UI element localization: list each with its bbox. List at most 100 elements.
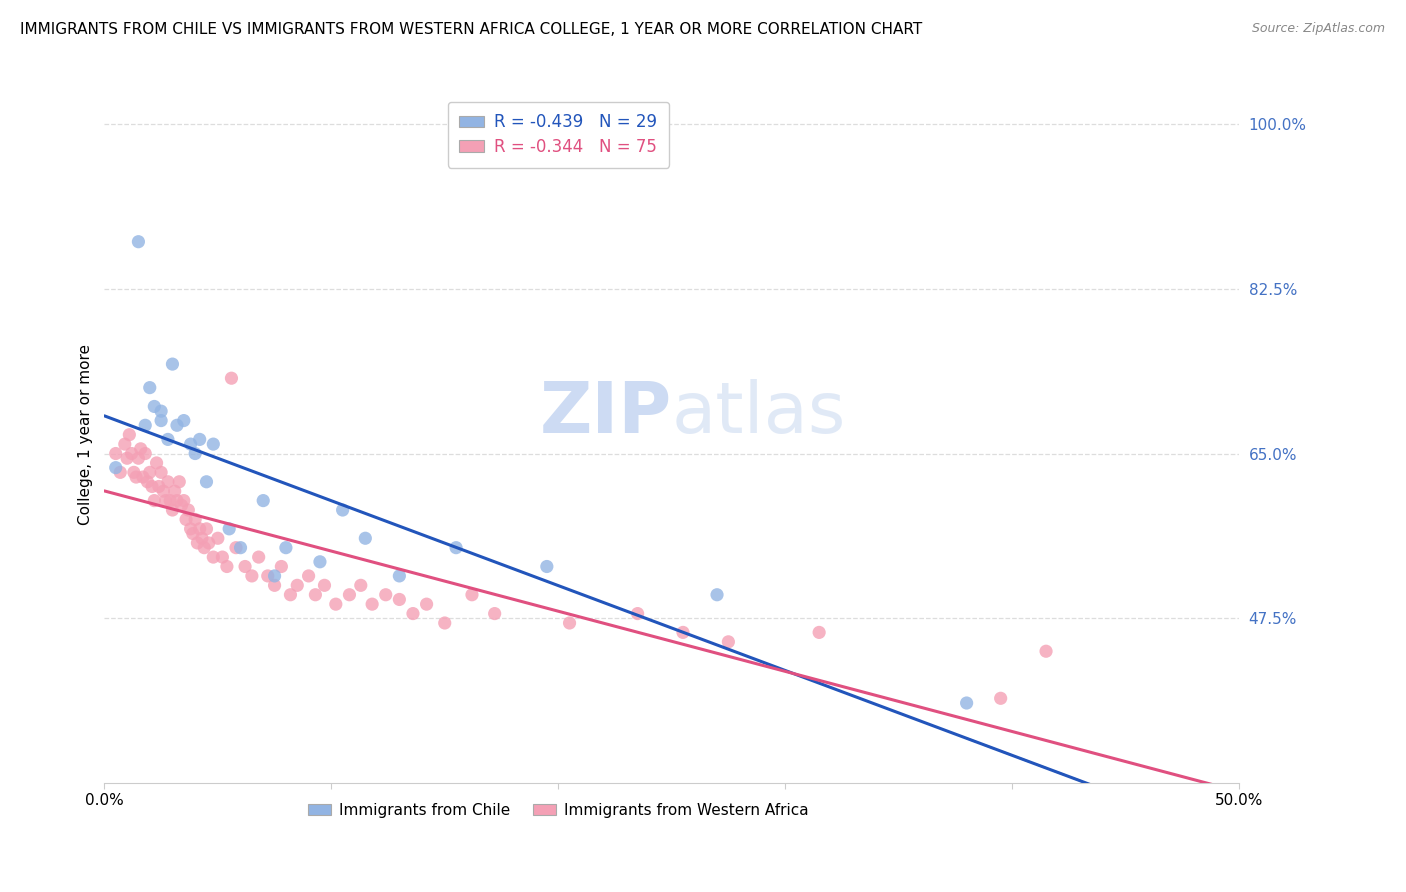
Point [162,503,184,517]
Point [256,569,278,583]
Point [145,456,167,470]
Point [188,433,211,447]
Point [118,427,141,442]
Point [263,569,285,583]
Point [402,607,425,621]
Point [104,446,127,460]
Point [202,550,225,565]
Point [191,531,214,545]
Point [139,466,162,480]
Point [218,522,240,536]
Point [127,451,149,466]
Point [354,531,377,545]
Point [150,404,173,418]
Point [221,371,243,385]
Point [162,357,184,371]
Point [626,607,648,621]
Point [484,607,506,621]
Point [166,418,188,433]
Point [121,446,143,460]
Point [180,522,202,536]
Point [706,588,728,602]
Point [808,625,831,640]
Point [202,437,225,451]
Point [332,503,354,517]
Point [193,541,215,555]
Point [309,555,332,569]
Point [167,475,190,489]
Point [233,559,256,574]
Point [211,550,233,565]
Point [361,597,384,611]
Point [325,597,347,611]
Point [150,466,173,480]
Point [195,522,218,536]
Point [173,493,195,508]
Point [104,460,127,475]
Point [143,400,166,414]
Point [433,615,456,630]
Point [374,588,396,602]
Point [150,414,173,428]
Point [134,446,156,460]
Point [215,559,238,574]
Point [184,512,207,526]
Point [134,418,156,433]
Point [297,569,319,583]
Point [166,493,188,508]
Point [110,466,132,480]
Point [461,588,484,602]
Point [247,550,270,565]
Point [152,484,174,499]
Point [186,536,208,550]
Point [141,479,163,493]
Point [388,569,411,583]
Point [270,559,292,574]
Point [143,493,166,508]
Point [280,588,302,602]
Text: ZIP: ZIP [540,379,672,449]
Point [197,536,219,550]
Point [207,531,229,545]
Point [225,541,247,555]
Point [127,235,149,249]
Y-axis label: College, 1 year or more: College, 1 year or more [79,344,93,525]
Point [252,493,274,508]
Point [170,498,193,512]
Point [285,578,308,592]
Point [114,437,136,451]
Point [156,475,179,489]
Point [229,541,252,555]
Legend: Immigrants from Chile, Immigrants from Western Africa: Immigrants from Chile, Immigrants from W… [302,797,814,824]
Point [115,451,138,466]
Point [672,625,695,640]
Text: IMMIGRANTS FROM CHILE VS IMMIGRANTS FROM WESTERN AFRICA COLLEGE, 1 YEAR OR MORE : IMMIGRANTS FROM CHILE VS IMMIGRANTS FROM… [20,22,922,37]
Point [155,493,177,508]
Point [156,433,179,447]
Point [388,592,411,607]
Point [136,475,159,489]
Point [1035,644,1057,658]
Point [956,696,979,710]
Point [174,512,197,526]
Point [181,526,204,541]
Point [184,446,207,460]
Point [148,479,170,493]
Point [314,578,336,592]
Point [990,691,1012,706]
Point [444,541,467,555]
Point [304,588,326,602]
Point [195,475,218,489]
Point [177,503,200,517]
Point [558,615,581,630]
Text: atlas: atlas [672,379,846,449]
Point [122,466,145,480]
Point [415,597,437,611]
Point [180,437,202,451]
Point [159,493,181,508]
Point [125,470,148,484]
Point [173,414,195,428]
Point [350,578,373,592]
Point [163,484,186,499]
Point [240,569,263,583]
